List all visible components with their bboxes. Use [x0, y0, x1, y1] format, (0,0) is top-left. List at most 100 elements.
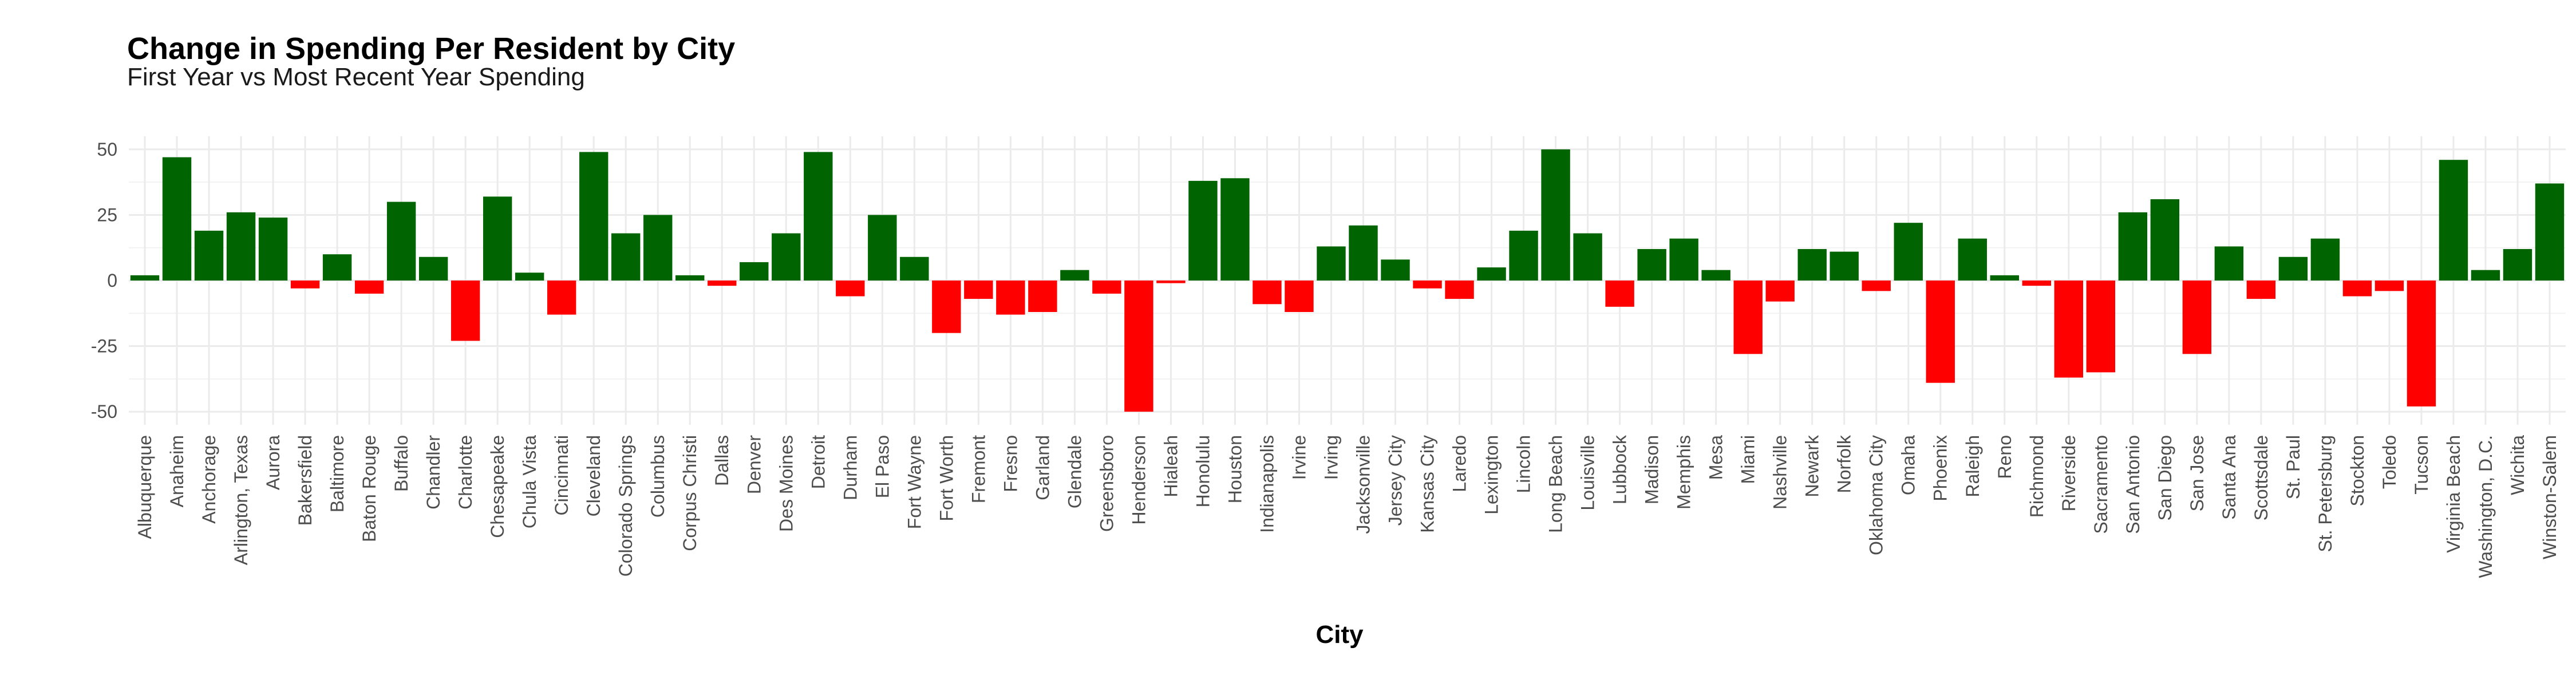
x-tick-label: Buffalo: [391, 435, 412, 492]
x-tick-label: Stockton: [2347, 435, 2368, 507]
x-tick-label: Lexington: [1481, 435, 1502, 515]
bar: [2374, 281, 2404, 291]
bar: [418, 256, 448, 281]
bar: [2086, 281, 2116, 373]
x-tick-label: Albuquerque: [135, 435, 155, 539]
bar: [2150, 199, 2180, 281]
x-tick-label: Oklahoma City: [1866, 435, 1887, 555]
x-tick-label: Memphis: [1674, 435, 1694, 510]
x-tick-label: Wichita: [2507, 435, 2528, 495]
x-tick-label: Tucson: [2411, 435, 2432, 495]
x-tick-label: Toledo: [2379, 435, 2400, 489]
bar: [772, 233, 801, 281]
x-tick-label: Durham: [840, 435, 860, 500]
x-tick-label: St. Paul: [2283, 435, 2304, 499]
x-tick-label: Aurora: [263, 435, 283, 490]
x-tick-label: Washington, D.C.: [2475, 435, 2496, 578]
x-tick-label: Baton Rouge: [359, 435, 380, 542]
x-tick-label: Virginia Beach: [2443, 435, 2464, 553]
x-tick-label: Richmond: [2026, 435, 2047, 518]
bar: [1733, 281, 1763, 354]
x-tick-label: San Diego: [2155, 435, 2175, 520]
x-tick-label: Columbus: [647, 435, 668, 518]
x-axis-ticks: Albuquerque Anaheim Anchorage Arlington, Te…: [135, 435, 2560, 578]
x-tick-label: Nashville: [1770, 435, 1791, 510]
y-tick-label: -50: [91, 401, 117, 422]
bar: [2310, 238, 2340, 281]
y-tick-label: 25: [97, 204, 117, 225]
x-tick-label: Chula Vista: [519, 435, 540, 528]
bar: [2471, 270, 2500, 281]
bar: [2503, 249, 2532, 281]
x-tick-label: Henderson: [1128, 435, 1149, 525]
bar: [1701, 270, 1730, 281]
bar: [1830, 251, 1859, 281]
bar: [964, 281, 993, 299]
bar: [900, 256, 929, 281]
bar: [1060, 270, 1089, 281]
bar: [1188, 180, 1218, 281]
x-tick-label: Dallas: [712, 435, 732, 486]
x-tick-label: Long Beach: [1546, 435, 1566, 533]
x-tick-label: Greensboro: [1096, 435, 1117, 532]
x-tick-label: Fremont: [968, 435, 989, 503]
bar: [1413, 281, 1442, 289]
x-tick-label: Lincoln: [1514, 435, 1534, 493]
x-tick-label: Cincinnati: [551, 435, 572, 516]
y-tick-label: 50: [97, 139, 117, 160]
bar: [1669, 238, 1698, 281]
bar: [1477, 267, 1506, 281]
x-tick-label: Jersey City: [1385, 435, 1406, 526]
bar: [2182, 281, 2212, 354]
bar: [611, 233, 641, 281]
x-tick-label: Scottsdale: [2251, 435, 2271, 520]
bar: [2342, 281, 2372, 297]
bar: [1637, 249, 1666, 281]
bar: [2535, 183, 2565, 281]
x-tick-label: Jacksonville: [1353, 435, 1374, 534]
bar: [804, 152, 833, 281]
x-tick-label: El Paso: [872, 435, 892, 498]
x-tick-label: Norfolk: [1834, 435, 1855, 493]
bar: [1253, 281, 1282, 305]
x-tick-label: Irving: [1321, 435, 1341, 480]
x-tick-label: Louisville: [1578, 435, 1598, 511]
bar: [932, 281, 961, 333]
bar: [1926, 281, 1955, 383]
x-tick-label: San Antonio: [2123, 435, 2143, 534]
bar: [354, 281, 384, 294]
x-tick-label: Newark: [1802, 435, 1823, 497]
bar: [740, 262, 769, 281]
bar: [162, 157, 192, 281]
chart-title: Change in Spending Per Resident by City: [127, 31, 735, 66]
bar: [2054, 281, 2084, 378]
x-axis-title: City: [1315, 621, 1364, 649]
x-tick-label: Houston: [1224, 435, 1245, 503]
bar: [1990, 275, 2019, 281]
x-tick-label: Baltimore: [327, 435, 347, 512]
x-tick-label: Garland: [1032, 435, 1053, 500]
bar: [194, 230, 224, 281]
bar: [579, 152, 609, 281]
bar: [1958, 238, 1987, 281]
x-tick-label: Winston-Salem: [2539, 435, 2560, 559]
bar: [322, 254, 352, 281]
bar: [2278, 256, 2308, 281]
bar: [515, 273, 544, 281]
bar: [386, 202, 416, 281]
bar: [1381, 259, 1410, 281]
x-tick-label: Indianapolis: [1257, 435, 1277, 533]
y-axis-ticks: -50 -25 0 25 50: [91, 139, 117, 422]
bar: [1220, 178, 1250, 281]
chart-subtitle: First Year vs Most Recent Year Spending: [127, 63, 585, 91]
bar: [451, 281, 480, 341]
bar: [1509, 230, 1538, 281]
x-tick-label: Chandler: [423, 435, 444, 510]
bar: [258, 218, 288, 281]
x-tick-label: Glendale: [1064, 435, 1085, 508]
x-tick-label: Des Moines: [776, 435, 796, 532]
x-tick-label: Omaha: [1898, 435, 1919, 495]
bar: [226, 212, 256, 281]
bar: [1573, 233, 1602, 281]
